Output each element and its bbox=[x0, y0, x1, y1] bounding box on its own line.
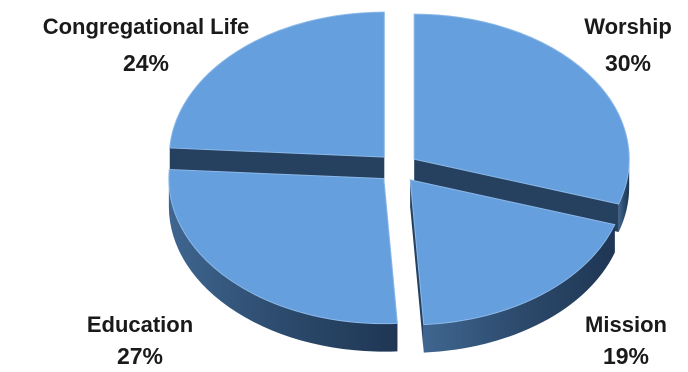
slice-side-mission bbox=[423, 224, 615, 353]
slice-worship bbox=[413, 13, 630, 232]
slice-top-congregational-life bbox=[169, 11, 385, 158]
slice-wall-mission-1 bbox=[410, 179, 424, 353]
slice-value-education: 27% bbox=[117, 343, 163, 369]
slice-wall-worship-1 bbox=[414, 159, 619, 232]
slice-top-mission bbox=[409, 179, 616, 326]
slice-mission bbox=[409, 179, 616, 353]
slice-value-mission: 19% bbox=[603, 343, 649, 369]
slice-top-education bbox=[168, 168, 398, 325]
slice-side-worship bbox=[618, 159, 630, 232]
pie-slices bbox=[168, 11, 630, 353]
slice-label-worship: Worship bbox=[584, 14, 672, 39]
slice-top-worship bbox=[413, 13, 630, 205]
slice-label-education: Education bbox=[87, 312, 193, 337]
slice-education bbox=[168, 168, 398, 352]
slice-label-mission: Mission bbox=[585, 312, 667, 337]
slice-label-congregational-life: Congregational Life bbox=[43, 14, 250, 39]
slice-side-education bbox=[168, 178, 398, 352]
slice-value-congregational-life: 24% bbox=[123, 50, 169, 76]
slice-value-worship: 30% bbox=[605, 50, 651, 76]
